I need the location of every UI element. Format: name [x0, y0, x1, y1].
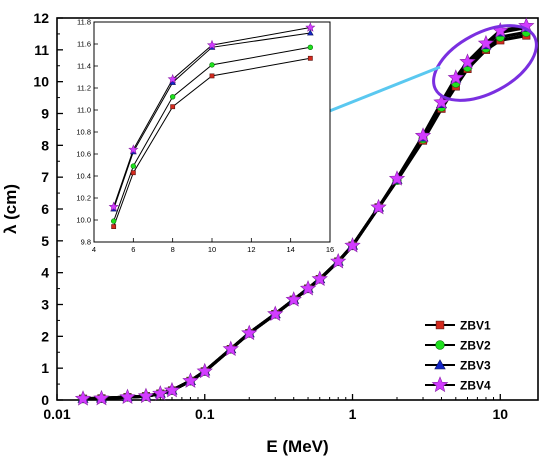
- y-tick-label: 0: [41, 392, 49, 408]
- inset-data-point-zbv4: [128, 144, 139, 154]
- x-tick-label: 0.01: [43, 406, 70, 422]
- inset-data-point-zbv2: [110, 218, 117, 224]
- y-tick-label: 3: [41, 297, 49, 313]
- inset-data-point-zbv4: [108, 201, 119, 212]
- data-point-zbv4: [370, 198, 387, 215]
- inset-y-tick-label: 11.8: [77, 18, 91, 27]
- inset-x-tick-label: 12: [247, 245, 255, 254]
- inset-x-tick-label: 8: [171, 245, 175, 254]
- y-axis-title: λ (cm): [1, 184, 20, 234]
- data-point-zbv4: [119, 388, 136, 405]
- legend-label: ZBV3: [460, 359, 491, 373]
- data-point-zbv4: [222, 340, 239, 356]
- inset-data-point-zbv4: [305, 22, 316, 32]
- inset-series-markers-zbv1: [111, 55, 313, 229]
- inset-data-point-zbv1: [209, 73, 215, 79]
- data-point-zbv4: [74, 390, 92, 406]
- data-point-zbv4: [447, 69, 464, 85]
- legend-marker-zbv3: [434, 359, 446, 370]
- inset-y-tick-label: 10.8: [76, 128, 91, 137]
- inset-data-point-zbv2: [130, 163, 137, 169]
- y-tick-label: 11: [34, 42, 49, 58]
- inset-data-point-zbv4: [206, 39, 218, 50]
- inset-data-point-zbv1: [111, 224, 117, 229]
- legend-marker-zbv4: [431, 376, 449, 393]
- inset-y-tick-label: 10.4: [76, 172, 91, 181]
- inset-plot-frame: [93, 21, 331, 243]
- inset-y-tick-label: 9.8: [81, 238, 91, 247]
- inset-series-markers-zbv2: [110, 44, 314, 224]
- data-point-zbv4: [267, 305, 284, 321]
- inset-data-point-zbv1: [130, 170, 136, 176]
- inset-y-tick-label: 10.6: [76, 150, 91, 159]
- data-point-zbv4: [196, 362, 213, 379]
- y-tick-label: 4: [41, 265, 49, 281]
- data-point-zbv4: [285, 291, 302, 307]
- data-point-zbv4: [182, 372, 199, 388]
- data-point-zbv4: [311, 270, 328, 286]
- y-tick-label: 9: [41, 106, 49, 122]
- x-tick-label: 1: [349, 406, 357, 422]
- inset-x-tick-label: 16: [326, 245, 334, 254]
- legend-label: ZBV2: [460, 339, 491, 353]
- inset-y-tick-label: 11.2: [77, 84, 91, 93]
- x-axis-title: E (MeV): [266, 437, 328, 456]
- y-tick-label: 5: [41, 233, 49, 249]
- inset-y-tick-label: 11.4: [77, 62, 91, 71]
- y-tick-label: 1: [41, 360, 49, 376]
- callout-arrow-line: [321, 65, 441, 116]
- inset-plot: 9.8 10.0 10.2 10.4 10.6 10.8 11.0 11.2 11.4 11.6 1…: [76, 18, 334, 254]
- series-markers-zbv4: [74, 17, 535, 406]
- data-point-zbv4: [241, 324, 258, 341]
- data-point-zbv4: [330, 252, 347, 269]
- data-point-zbv4: [163, 381, 181, 398]
- data-point-zbv4: [414, 127, 432, 143]
- inset-data-point-zbv4: [167, 73, 178, 84]
- inset-series-markers-zbv4: [108, 22, 316, 212]
- y-tick-label: 6: [41, 201, 49, 217]
- data-point-zbv4: [459, 53, 476, 69]
- x-tick-label: 10: [492, 406, 508, 422]
- inset-x-tick-label: 10: [208, 245, 216, 254]
- inset-data-point-zbv1: [170, 104, 176, 110]
- inset-data-point-zbv2: [169, 94, 176, 100]
- legend: ZBV1 ZBV2 ZBV3 ZBV4: [425, 319, 491, 393]
- data-point-zbv4: [152, 385, 169, 401]
- inset-x-tick-label: 6: [131, 245, 135, 254]
- legend-label: ZBV4: [460, 379, 491, 393]
- y-tick-label: 2: [41, 328, 49, 344]
- inset-x-tick-label: 4: [92, 245, 96, 254]
- inset-data-point-zbv3: [307, 29, 314, 36]
- y-tick-label: 8: [41, 137, 49, 153]
- data-point-zbv4: [477, 34, 495, 51]
- inset-y-tick-label: 10.2: [76, 194, 91, 203]
- legend-marker-zbv1: [435, 320, 445, 330]
- data-point-zbv4: [344, 237, 361, 253]
- legend-label: ZBV1: [460, 319, 491, 333]
- inset-data-point-zbv2: [209, 62, 215, 68]
- data-point-zbv4: [299, 280, 317, 296]
- x-tick-label: 0.1: [195, 406, 215, 422]
- inset-x-tick-label: 14: [286, 245, 294, 254]
- inset-data-point-zbv2: [307, 44, 314, 50]
- y-tick-label: 12: [33, 10, 49, 26]
- y-tick-label: 10: [33, 74, 49, 90]
- data-point-zbv4: [388, 170, 406, 186]
- data-point-zbv4: [137, 387, 155, 404]
- inset-y-tick-label: 10.0: [76, 216, 91, 225]
- inset-y-tick-label: 11.0: [77, 106, 91, 115]
- legend-marker-zbv2: [435, 340, 445, 350]
- inset-y-tick-label: 11.6: [77, 40, 91, 49]
- highlight-ellipse: [432, 24, 538, 102]
- inset-data-point-zbv1: [307, 55, 313, 61]
- y-tick-label: 7: [41, 169, 49, 185]
- data-point-zbv4: [93, 389, 110, 406]
